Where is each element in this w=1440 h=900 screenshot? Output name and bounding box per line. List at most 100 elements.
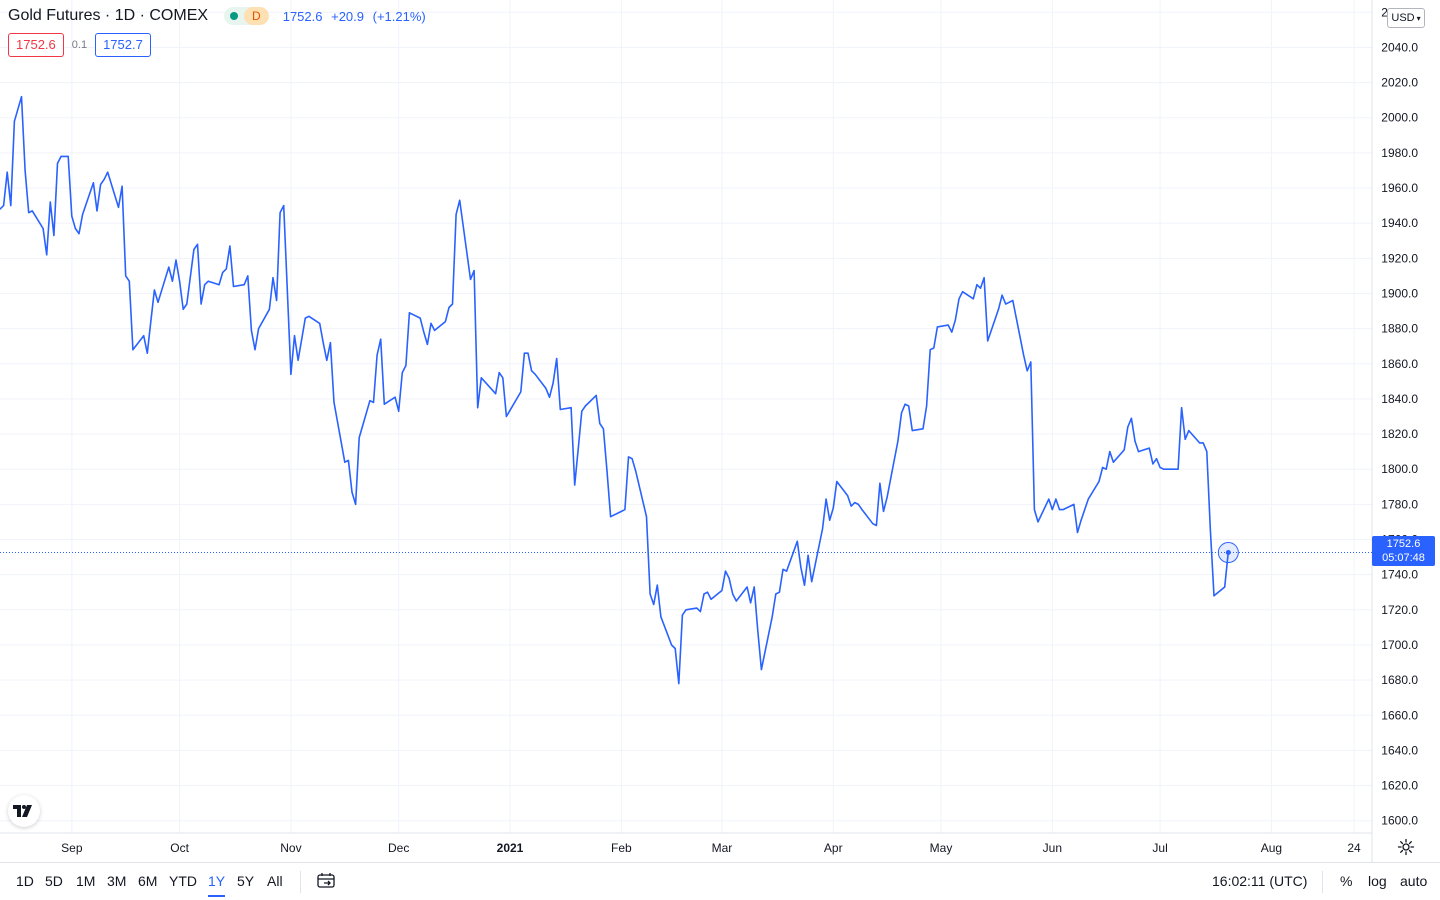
- x-tick-label: Nov: [280, 841, 301, 855]
- range-1m-button[interactable]: 1M: [76, 873, 96, 889]
- data-point: [168, 266, 170, 268]
- data-point: [1005, 303, 1007, 305]
- data-point: [732, 593, 734, 595]
- data-point: [599, 422, 601, 425]
- data-point: [24, 169, 26, 172]
- x-tick-label: Sep: [61, 841, 83, 855]
- data-point: [800, 567, 802, 569]
- settings-gear-icon[interactable]: [1397, 838, 1415, 856]
- market-status-pill[interactable]: D: [224, 7, 269, 25]
- legend-values: 1752.6 +20.9 (+1.21%): [283, 9, 431, 24]
- data-point: [308, 315, 310, 317]
- data-point: [778, 591, 780, 593]
- data-point: [480, 377, 482, 379]
- data-point: [322, 342, 324, 344]
- time-axis[interactable]: Sep Oct Nov Dec 2021 Feb Mar Apr May Jun Jul Aug 24: [61, 841, 1361, 855]
- range-5d-button[interactable]: 5D: [45, 873, 63, 889]
- data-point: [279, 212, 281, 214]
- data-point: [186, 303, 188, 305]
- data-point: [1181, 407, 1183, 409]
- data-point: [1098, 480, 1100, 483]
- y-tick-label: 1800.0: [1381, 462, 1418, 476]
- data-point: [1130, 417, 1132, 419]
- data-point: [1105, 468, 1107, 470]
- range-1d-button[interactable]: 1D: [16, 873, 34, 889]
- data-point: [811, 581, 813, 583]
- data-point: [951, 331, 953, 333]
- y-tick-label: 1960.0: [1381, 181, 1418, 195]
- goto-date-icon[interactable]: [316, 872, 336, 890]
- quote-row: 1752.6 0.1 1752.7: [8, 33, 151, 57]
- symbol-title[interactable]: Gold Futures · 1D · COMEX: [8, 7, 209, 24]
- data-point: [581, 410, 583, 412]
- data-point: [861, 509, 863, 511]
- data-point: [1062, 509, 1064, 511]
- range-ytd-button[interactable]: YTD: [169, 873, 197, 889]
- x-tick-label: Oct: [170, 841, 189, 855]
- data-point: [627, 456, 630, 458]
- data-point: [128, 280, 130, 282]
- percent-scale-button[interactable]: %: [1340, 873, 1353, 889]
- y-tick-label: 1640.0: [1381, 743, 1418, 757]
- buy-price-button[interactable]: 1752.7: [95, 33, 151, 57]
- data-point: [699, 610, 701, 613]
- utc-clock[interactable]: 16:02:11 (UTC): [1212, 873, 1308, 889]
- range-3m-button[interactable]: 3M: [107, 873, 127, 889]
- data-point: [829, 519, 831, 521]
- data-point: [671, 644, 673, 646]
- range-all-button[interactable]: All: [267, 873, 283, 889]
- data-point: [785, 570, 788, 572]
- y-tick-label: 2040.0: [1381, 40, 1418, 54]
- data-point: [150, 321, 152, 323]
- data-point: [319, 322, 321, 324]
- range-1y-button[interactable]: 1Y: [208, 873, 226, 897]
- data-point: [703, 593, 705, 595]
- data-point: [1102, 466, 1104, 469]
- price-chart[interactable]: 1600.0 1620.0 1640.0 1660.0 1680.0 1700.0 1720…: [0, 0, 1440, 862]
- data-point: [103, 178, 105, 180]
- data-point: [247, 275, 249, 277]
- data-point: [886, 496, 888, 498]
- auto-scale-button[interactable]: auto: [1400, 873, 1428, 889]
- data-point: [908, 405, 910, 407]
- range-5y-button[interactable]: 5Y: [237, 873, 255, 889]
- data-point: [451, 303, 454, 305]
- data-point: [577, 447, 579, 449]
- timeframe-badge: D: [244, 7, 269, 25]
- legend-change-pct: (+1.21%): [372, 8, 426, 24]
- data-point: [398, 410, 400, 412]
- data-point: [49, 201, 51, 203]
- data-point: [2, 205, 5, 207]
- last-price-label: 1752.6: [1386, 538, 1421, 550]
- price-axis[interactable]: 1600.0 1620.0 1640.0 1660.0 1680.0 1700.0 1720…: [1381, 5, 1418, 827]
- data-point: [624, 509, 626, 511]
- data-point: [681, 614, 684, 616]
- data-point: [28, 212, 30, 214]
- data-point: [92, 182, 94, 184]
- data-point: [929, 349, 931, 351]
- sell-price-button[interactable]: 1752.6: [8, 33, 64, 57]
- data-point: [897, 440, 899, 442]
- data-point: [232, 285, 235, 288]
- data-point: [807, 554, 809, 556]
- data-point: [301, 338, 303, 340]
- data-point: [987, 340, 989, 342]
- log-scale-button[interactable]: log: [1368, 873, 1387, 889]
- data-point: [775, 593, 777, 595]
- range-6m-button[interactable]: 6M: [138, 873, 158, 889]
- data-point: [548, 396, 551, 398]
- data-point: [674, 647, 676, 650]
- data-point: [1012, 299, 1014, 302]
- currency-select[interactable]: USD ▾: [1387, 8, 1425, 28]
- data-point: [979, 287, 982, 289]
- data-point: [1073, 503, 1075, 505]
- data-point: [419, 317, 421, 319]
- data-point: [250, 329, 253, 331]
- data-point: [724, 570, 727, 572]
- tradingview-logo-icon[interactable]: [8, 795, 40, 827]
- data-point: [1134, 440, 1136, 442]
- data-point: [983, 277, 985, 279]
- data-point: [1188, 429, 1190, 432]
- data-point: [1202, 442, 1204, 444]
- data-point: [911, 429, 913, 432]
